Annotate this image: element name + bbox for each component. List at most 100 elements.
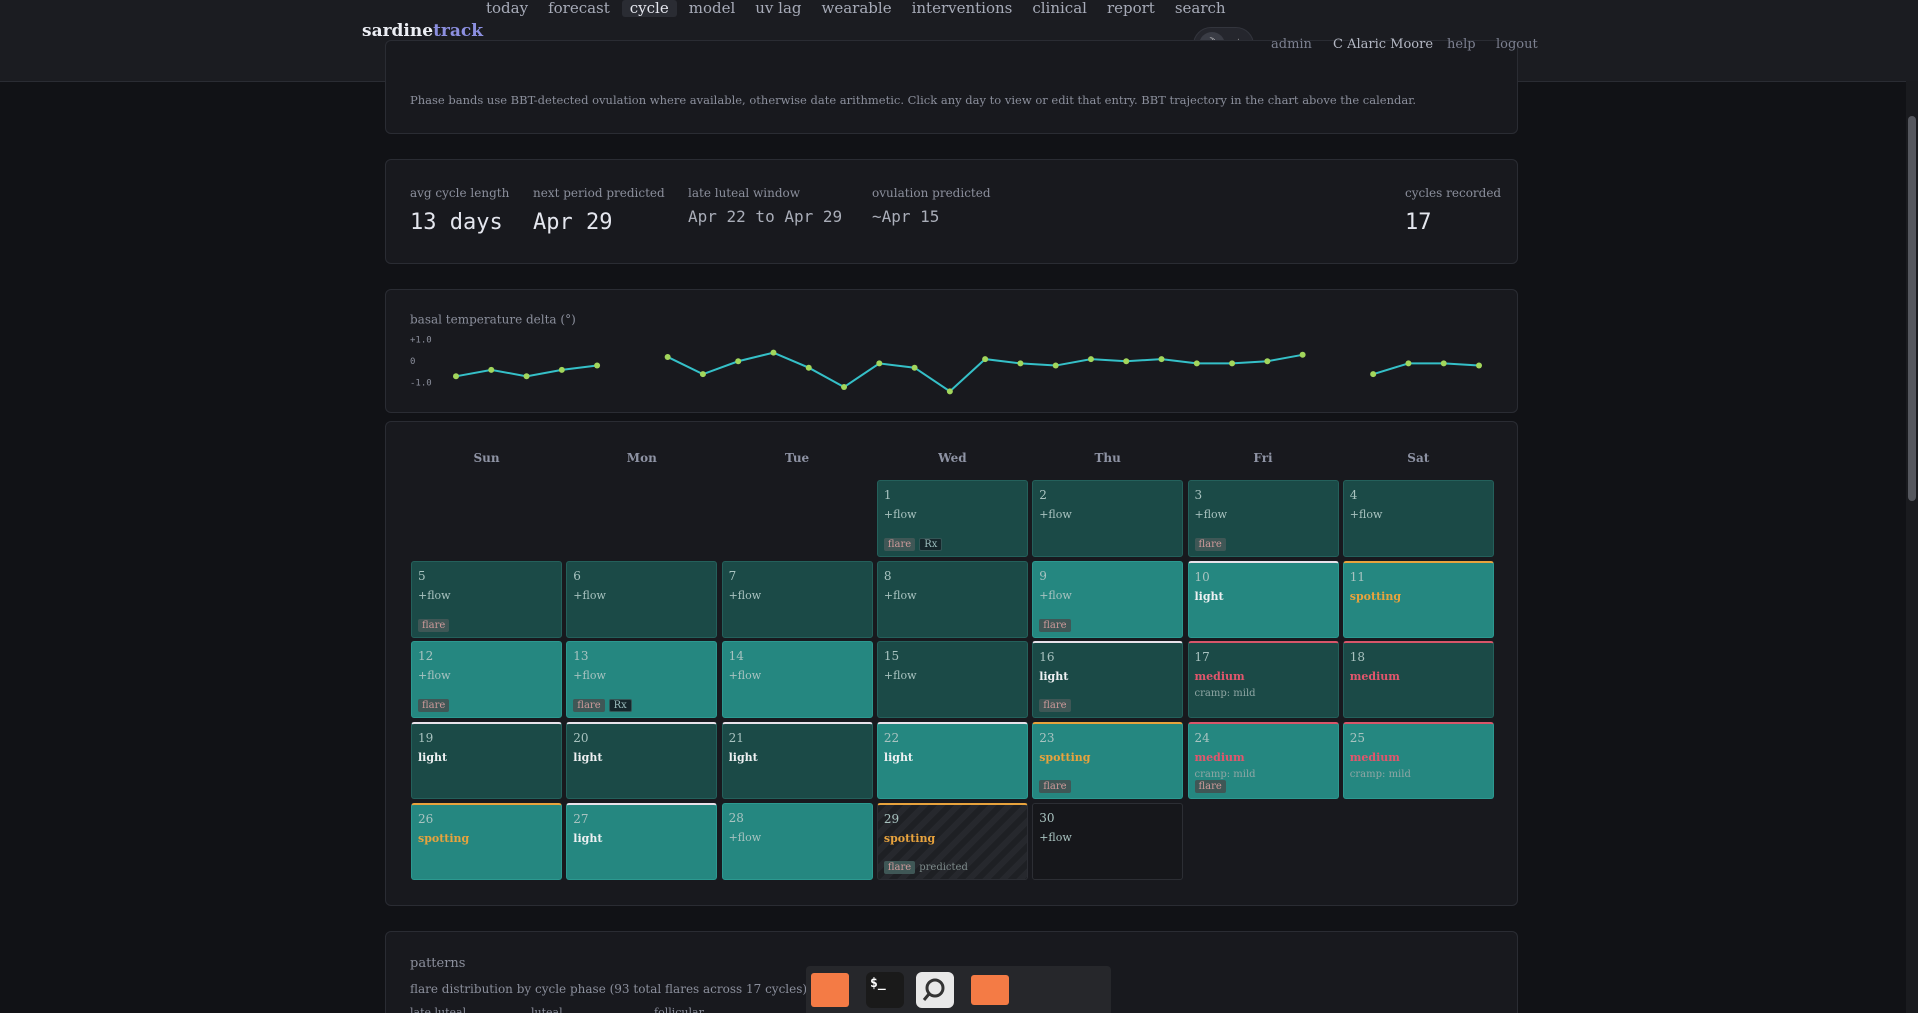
day-cell[interactable]: 23 spotting flare [1032, 722, 1184, 800]
tag: flare [1194, 780, 1226, 794]
day-cell[interactable]: 21 light [721, 722, 873, 800]
tags: flare [1194, 780, 1226, 794]
day-cell[interactable]: 14 +flow [721, 641, 873, 719]
day-cell[interactable]: 3 +flow flare [1187, 480, 1339, 557]
day-cell[interactable]: 30 +flow [1032, 802, 1184, 880]
day-cell[interactable]: 24 medium cramp: mild flare [1187, 722, 1339, 800]
day-number: 13 [573, 649, 589, 664]
weekday: Tue [785, 451, 810, 465]
day-cell[interactable]: 10 light [1187, 560, 1339, 638]
day-cell[interactable]: 5 +flow flare [411, 560, 562, 638]
day-cell[interactable]: 19 light [411, 722, 562, 800]
nav-item[interactable]: wearable [821, 0, 892, 17]
user-link[interactable]: logout [1496, 37, 1538, 52]
bbt-point [1405, 360, 1412, 367]
user-link[interactable]: C Alaric Moore [1333, 37, 1434, 52]
day-cell[interactable]: 1 +flow flare Rx [876, 480, 1028, 557]
day-cell[interactable]: 9 +flow flare [1032, 560, 1184, 638]
day-number: 19 [418, 731, 434, 746]
flow: light [1194, 589, 1224, 603]
search-icon[interactable] [916, 972, 954, 1008]
flow: +flow [418, 669, 451, 683]
weekday: Sat [1407, 451, 1430, 465]
bbt-point [735, 358, 742, 365]
flow: +flow [418, 588, 451, 602]
logo[interactable]: sardinetrack [362, 21, 483, 41]
flow: medium [1194, 670, 1245, 684]
nav-item[interactable]: today [486, 0, 529, 17]
nav-item[interactable]: interventions [911, 0, 1013, 17]
nav-item[interactable]: search [1174, 0, 1226, 17]
day-number: 30 [1039, 810, 1055, 825]
day-cell[interactable]: 13 +flow flare Rx [566, 641, 718, 719]
flow: medium [1349, 751, 1400, 765]
nav-item[interactable]: uv lag [755, 0, 802, 17]
app-icon[interactable] [811, 973, 849, 1007]
magnifier [922, 978, 945, 1001]
flow: +flow [573, 669, 606, 683]
day-cell[interactable]: 17 medium cramp: mild [1187, 641, 1339, 719]
day-number: 18 [1349, 650, 1366, 665]
bbt-point [982, 356, 989, 363]
nav-item[interactable]: model [688, 0, 736, 17]
flow: +flow [883, 669, 917, 683]
phase-label: follicular [654, 1006, 704, 1013]
day-cell[interactable]: 25 medium cramp: mild [1342, 722, 1494, 800]
stat-value: ~Apr 15 [872, 207, 940, 226]
day-cell[interactable]: 28 +flow [721, 802, 873, 880]
day-number: 1 [883, 488, 892, 502]
chart-card: basal temperature delta (°) +1.0 0 -1.0 [385, 289, 1518, 413]
day-cell[interactable]: 16 light flare [1032, 641, 1184, 719]
tags: flare [1039, 618, 1071, 632]
nav-item[interactable]: clinical [1032, 0, 1087, 17]
day-number: 11 [1349, 569, 1366, 584]
folder-icon[interactable] [971, 975, 1009, 1005]
logo-b: track [433, 21, 484, 41]
bbt-line [455, 351, 1480, 393]
tag: flare [418, 699, 450, 713]
day-cell[interactable]: 8 +flow [876, 560, 1028, 638]
flow: light [418, 751, 448, 765]
user-link[interactable]: admin [1271, 37, 1312, 52]
flow: spotting [418, 831, 470, 845]
day-cell[interactable]: 6 +flow [566, 560, 718, 638]
day-cell[interactable]: 26 spotting [411, 802, 562, 880]
flow: medium [1194, 751, 1245, 765]
bbt-point [1229, 360, 1236, 367]
stat-value: Apr 29 [533, 210, 613, 235]
day-cell[interactable]: 7 +flow [721, 560, 873, 638]
bbt-point [488, 366, 495, 373]
tag: flare [883, 538, 916, 551]
day-cell[interactable]: 29 spotting flare predicted [876, 802, 1028, 880]
terminal-icon[interactable]: $_ [866, 972, 904, 1008]
user-link[interactable]: help [1447, 37, 1476, 52]
tags: flare Rx [573, 699, 632, 713]
day-cell[interactable]: 11 spotting [1342, 560, 1494, 638]
bbt-point [523, 373, 530, 380]
patterns-title: patterns [410, 956, 466, 971]
day-cell[interactable]: 4 +flow [1342, 480, 1494, 557]
flow: +flow [728, 830, 762, 844]
calendar-card: Sun Mon Tue Wed Thu Fri Sat 1 +flow flare Rx 2 +flow… [385, 421, 1518, 906]
scroll-thumb[interactable] [1908, 116, 1916, 501]
nav-item[interactable]: cycle [621, 0, 677, 17]
note: Phase bands use BBT-detected ovulation w… [410, 93, 1417, 107]
nav-item[interactable]: forecast [548, 0, 610, 17]
y-tick-label: -1.0 [410, 378, 432, 388]
nav-item[interactable]: report [1106, 0, 1155, 17]
day-cell[interactable]: 27 light [566, 802, 718, 880]
day-cell[interactable]: 12 +flow flare [411, 641, 562, 719]
y-tick-label: 0 [410, 357, 415, 367]
flow: +flow [573, 588, 606, 602]
day-number: 10 [1194, 569, 1210, 584]
day-cell[interactable]: 15 +flow [876, 641, 1028, 719]
tag: Rx [919, 538, 943, 551]
day-cell[interactable]: 22 light [876, 722, 1028, 800]
flow: spotting [883, 831, 936, 845]
day-cell[interactable]: 2 +flow [1032, 480, 1184, 557]
day-cell[interactable]: 20 light [566, 722, 718, 800]
flow: light [1039, 670, 1069, 684]
day-cell[interactable]: 18 medium [1342, 641, 1494, 719]
status: predicted [919, 861, 968, 873]
tag: flare [883, 860, 916, 874]
